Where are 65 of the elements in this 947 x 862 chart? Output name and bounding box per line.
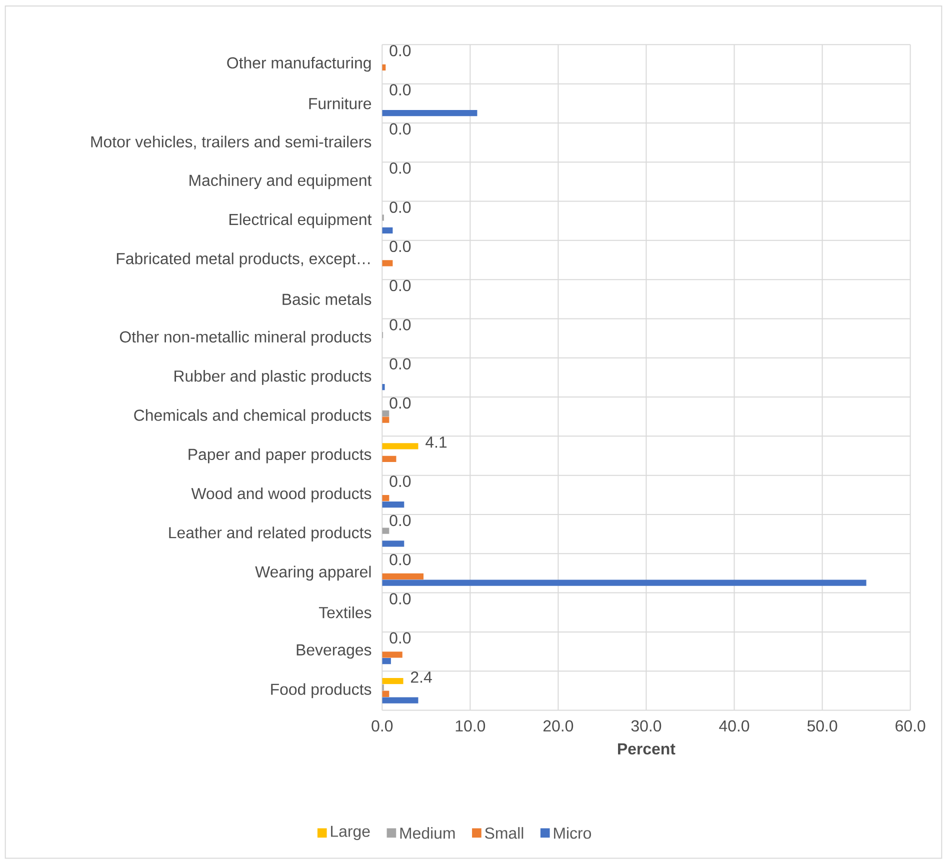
bar (382, 573, 424, 580)
data-label: 2.4 (410, 671, 432, 682)
x-tick-label: 20.0 (543, 720, 574, 732)
bar (382, 384, 385, 390)
y-tick-label: Leather and related products (169, 526, 372, 542)
bar (382, 501, 404, 508)
bar (382, 528, 390, 534)
data-label: 0.0 (390, 123, 411, 134)
bar (382, 260, 393, 266)
y-tick-label: Beverages (296, 644, 372, 659)
data-label: 0.0 (390, 84, 411, 96)
data-label: 0.0 (390, 44, 411, 56)
y-tick-label: Other manufacturing (227, 56, 371, 72)
y-tick-label: Motor vehicles, trailers and semi-trailers (91, 136, 372, 150)
x-tick-label: 50.0 (807, 720, 838, 732)
x-tick-label: 40.0 (719, 720, 750, 732)
y-tick-label: Chemicals and chemical products (134, 409, 372, 424)
bar (382, 456, 396, 462)
bar (382, 697, 418, 704)
bar (382, 690, 390, 697)
data-label: 0.0 (390, 554, 411, 566)
y-tick-label: Wearing apparel (255, 566, 371, 581)
data-label: 0.0 (390, 318, 411, 330)
x-axis-title: Percent (618, 743, 676, 754)
bar (382, 580, 866, 586)
x-tick-label: 60.0 (896, 720, 926, 732)
data-label: 0.0 (390, 358, 411, 370)
y-tick-label: Fabricated metal products, except… (116, 252, 370, 268)
legend-label: Large (331, 826, 370, 840)
data-label: 0.0 (390, 632, 411, 644)
x-tick-label: 10.0 (456, 720, 486, 732)
y-tick-label: Rubber and plastic products (174, 370, 372, 385)
bar (382, 442, 418, 450)
bar (382, 678, 404, 684)
y-tick-label: Paper and paper products (188, 448, 372, 464)
legend-label: Medium (400, 826, 455, 839)
x-tick-label: 0.0 (372, 720, 393, 732)
data-label: 0.0 (390, 397, 411, 408)
y-tick-label: Wood and wood products (191, 487, 372, 502)
y-tick-label: Machinery and equipment (190, 174, 372, 189)
y-tick-label: Textiles (318, 606, 372, 618)
y-tick-label: Furniture (309, 97, 372, 110)
y-tick-label: Basic metals (282, 293, 372, 305)
data-label: 0.0 (390, 240, 411, 252)
y-tick-label: Food products (271, 683, 372, 698)
bar (382, 227, 393, 234)
data-label: 0.0 (390, 514, 411, 526)
bar (382, 410, 390, 416)
bar (382, 494, 390, 502)
y-tick-label: Electrical equipment (230, 213, 372, 228)
legend-label: Small (485, 826, 524, 839)
data-label: 0.0 (390, 280, 411, 292)
data-label: 4.1 (426, 436, 447, 448)
bar (382, 540, 404, 547)
data-label: 0.0 (390, 201, 411, 213)
x-tick-label: 30.0 (631, 720, 662, 732)
y-tick-label: Other non-metallic mineral products (120, 330, 372, 346)
bar (382, 110, 478, 116)
bar (382, 652, 402, 658)
legend-label: Micro (554, 826, 592, 839)
bar (382, 416, 390, 423)
data-label: 0.0 (390, 162, 411, 174)
data-label: 0.0 (390, 592, 411, 604)
bar (382, 658, 391, 664)
data-label: 0.0 (390, 476, 411, 487)
